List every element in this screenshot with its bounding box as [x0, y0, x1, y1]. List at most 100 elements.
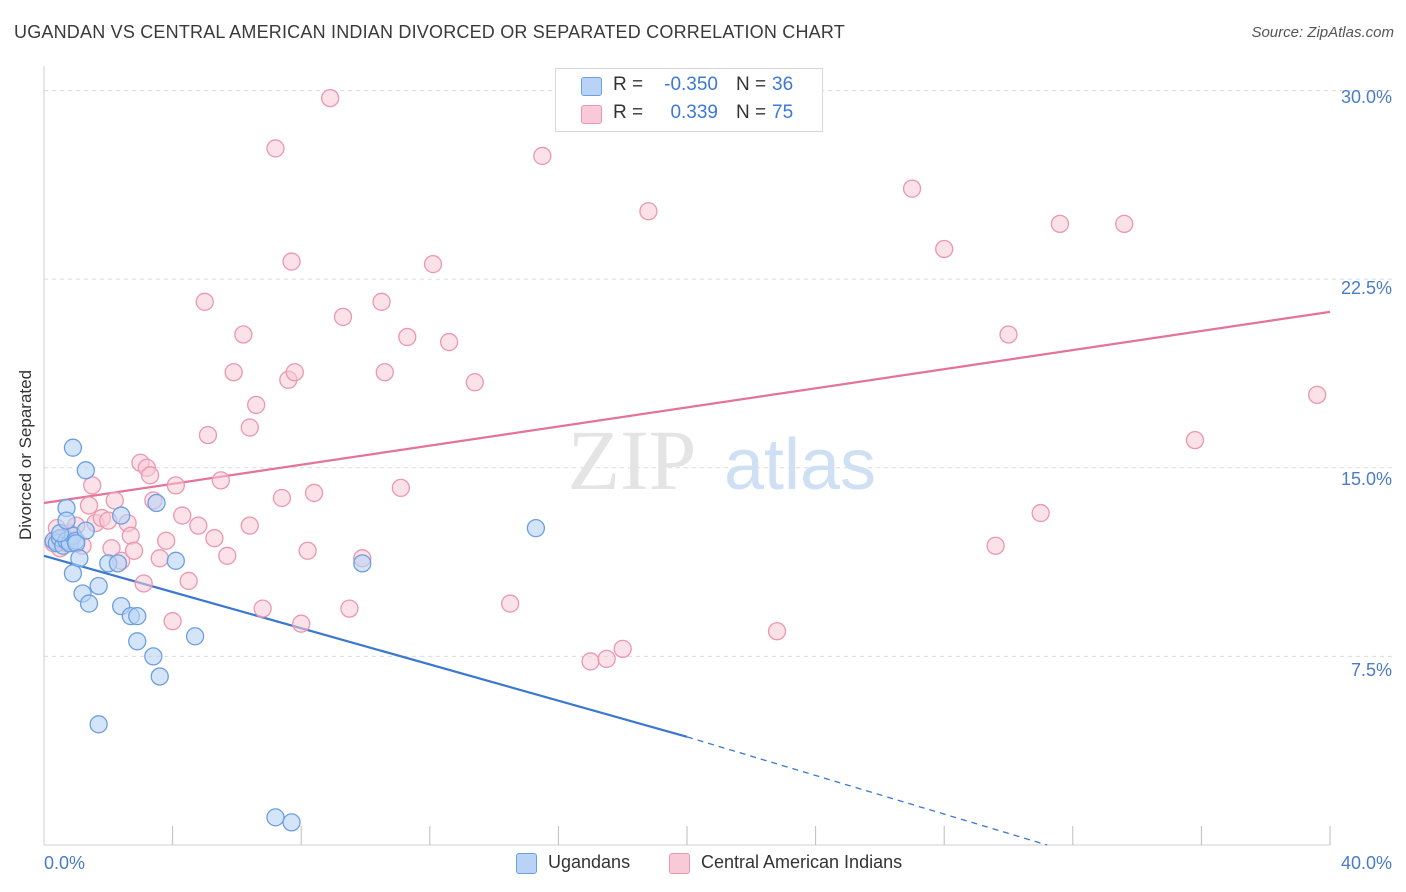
- cai-point: [767, 622, 787, 641]
- cai-point: [1031, 503, 1050, 523]
- y-tick-label-30: 30.0%: [1340, 87, 1392, 107]
- ugandans-legend-icon: [516, 853, 537, 874]
- ugandans-point: [76, 521, 95, 540]
- cai-point: [124, 541, 144, 560]
- ugandans-point: [150, 667, 169, 686]
- source-credit: Source: ZipAtlas.com: [1251, 24, 1394, 41]
- ugandans-point: [89, 715, 108, 734]
- cai-point: [150, 549, 169, 568]
- ugandans-point: [128, 607, 147, 626]
- cai-point: [333, 307, 353, 327]
- cai-point: [375, 363, 394, 382]
- legend-row-central-american-indians: R = 0.339 N = 75: [556, 99, 822, 129]
- y-axis-label: Divorced or Separated: [16, 369, 35, 541]
- series-legend: Ugandans Central American Indians: [0, 852, 1406, 878]
- cai-point: [999, 325, 1018, 344]
- cai-point: [247, 395, 266, 415]
- cai-point: [79, 496, 99, 515]
- cai-point: [298, 541, 317, 560]
- cai-point: [986, 536, 1005, 555]
- ugandans-point: [63, 438, 83, 457]
- correlation-legend: R = -0.350 N = 36 R = 0.339 N = 75: [555, 68, 823, 132]
- cai-point: [266, 139, 285, 158]
- x-tick-label-min: 0.0%: [44, 853, 86, 873]
- r-label: R =: [613, 74, 644, 95]
- r-value: -0.350: [664, 74, 718, 95]
- legend-label-cai: Central American Indians: [701, 852, 903, 872]
- ugandans-trend-extension: [686, 736, 1048, 846]
- ugandans-point: [67, 534, 86, 553]
- ugandans-point: [353, 554, 372, 573]
- legend-row-ugandans: R = -0.350 N = 36: [556, 71, 822, 101]
- cai-point: [173, 506, 192, 525]
- cai-point: [1307, 385, 1327, 405]
- cai-point: [140, 466, 160, 485]
- r-value: 0.339: [670, 102, 718, 123]
- cai-point: [234, 325, 253, 344]
- legend-label-ugandans: Ugandans: [548, 852, 631, 872]
- cai-point: [211, 471, 230, 490]
- x-tick-label-max: 40.0%: [1340, 853, 1392, 873]
- n-value: 36: [772, 74, 794, 95]
- cai-point: [285, 363, 304, 382]
- y-tick-label-7-5: 7.5%: [1350, 660, 1392, 680]
- y-tick-label-15: 15.0%: [1340, 469, 1392, 489]
- cai-point: [134, 574, 153, 593]
- ugandans-point: [147, 493, 166, 513]
- cai-point: [398, 327, 417, 347]
- cai-point: [439, 332, 459, 352]
- ugandans-point: [89, 576, 108, 596]
- cai-point: [218, 546, 237, 565]
- cai-point: [195, 292, 214, 311]
- cai-point: [166, 476, 185, 495]
- cai-point: [304, 483, 324, 503]
- ugandans-point: [63, 564, 83, 583]
- cai-point: [189, 516, 208, 535]
- cai-point: [272, 488, 292, 508]
- ugandans-point: [70, 549, 89, 568]
- ugandans-point: [166, 551, 185, 570]
- ugandans-point: [185, 627, 205, 646]
- ugandans-point: [112, 506, 131, 525]
- cai-point: [240, 418, 259, 437]
- watermark-zip: ZIP: [568, 412, 697, 508]
- cai-point: [205, 529, 224, 548]
- cai-trend-line: [43, 310, 1331, 505]
- cai-point: [902, 179, 922, 198]
- cai-point: [1185, 430, 1205, 450]
- cai-point: [198, 425, 218, 445]
- trend-lines: [43, 310, 1331, 846]
- n-label: N =: [736, 74, 767, 95]
- cai-point: [224, 363, 243, 382]
- cai-point: [533, 146, 552, 166]
- gridlines: [44, 90, 1393, 657]
- cai-point: [105, 491, 124, 510]
- cai-legend-icon: [669, 853, 690, 874]
- cai-swatch-icon: [581, 105, 602, 124]
- cai-point: [83, 476, 102, 495]
- cai-point: [613, 639, 632, 658]
- ugandans-point: [128, 632, 147, 651]
- cai-point: [597, 649, 616, 669]
- cai-point: [121, 526, 140, 545]
- cai-point: [292, 614, 311, 633]
- ugandans-point: [108, 554, 128, 573]
- ugandans-point: [144, 647, 163, 666]
- n-label: N =: [736, 102, 767, 123]
- ugandans-point: [79, 594, 99, 613]
- series-central-american-indians-points: [44, 88, 1327, 671]
- cai-point: [501, 594, 520, 613]
- cai-point: [179, 571, 198, 591]
- axes: [43, 66, 1331, 846]
- cai-point: [935, 239, 954, 259]
- series-ugandans-points: [44, 438, 546, 832]
- n-value: 75: [772, 102, 794, 123]
- y-tick-label-22-5: 22.5%: [1340, 278, 1392, 298]
- cai-point: [423, 254, 443, 274]
- ugandans-point: [282, 813, 301, 832]
- cai-point: [1050, 214, 1070, 234]
- ugandans-swatch-icon: [581, 77, 602, 96]
- cai-point: [465, 373, 484, 392]
- cai-point: [163, 612, 182, 631]
